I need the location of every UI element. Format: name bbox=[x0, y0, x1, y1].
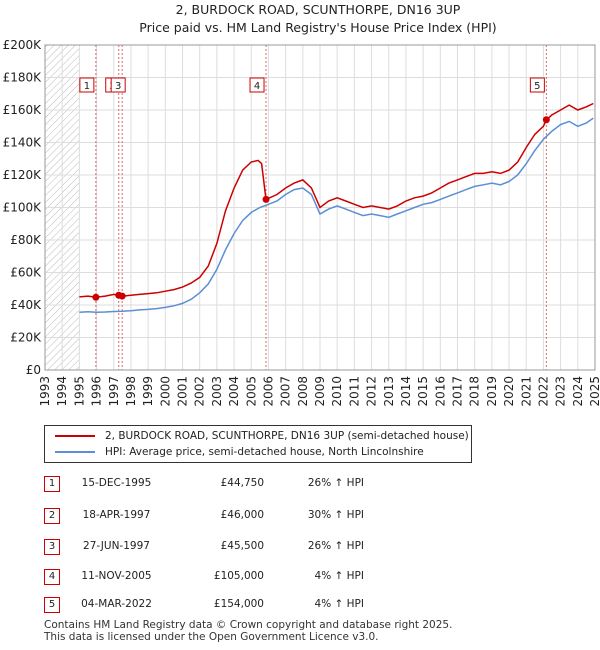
sale-hpi-diff: 4% ↑ HPI bbox=[314, 598, 364, 610]
y-tick-label: £120K bbox=[3, 168, 43, 182]
chart-subtitle: Price paid vs. HM Land Registry's House … bbox=[139, 20, 496, 35]
sale-label-number: 5 bbox=[534, 81, 540, 92]
x-tick-label: 2012 bbox=[365, 376, 379, 407]
sale-date: 18-APR-1997 bbox=[82, 509, 151, 521]
x-tick-label: 1998 bbox=[124, 376, 138, 407]
sale-point bbox=[92, 293, 100, 301]
sale-number-badge: 3 bbox=[44, 539, 60, 555]
sale-number-badge: 1 bbox=[44, 476, 60, 492]
x-tick-label: 2002 bbox=[193, 376, 207, 407]
x-tick-label: 2019 bbox=[485, 376, 499, 407]
sale-label-box bbox=[529, 77, 545, 93]
legend-line-hpi bbox=[55, 451, 95, 453]
x-tick-label: 2024 bbox=[571, 376, 585, 407]
sale-hpi-diff: 26% ↑ HPI bbox=[307, 477, 364, 489]
footer-attribution: Contains HM Land Registry data © Crown c… bbox=[44, 619, 452, 643]
sale-row: 3 27-JUN-1997 £45,500 26% ↑ HPI bbox=[44, 539, 404, 559]
sale-point bbox=[542, 116, 550, 124]
x-tick-label: 2006 bbox=[261, 376, 275, 407]
price-chart: 2, BURDOCK ROAD, SCUNTHORPE, DN16 3UP Pr… bbox=[3, 2, 600, 407]
sale-hpi-diff: 30% ↑ HPI bbox=[307, 509, 364, 521]
legend-label-property: 2, BURDOCK ROAD, SCUNTHORPE, DN16 3UP (s… bbox=[105, 430, 469, 442]
x-tick-label: 1995 bbox=[72, 376, 86, 407]
sale-row: 5 04-MAR-2022 £154,000 4% ↑ HPI bbox=[44, 597, 404, 617]
sale-label-box bbox=[249, 77, 265, 93]
sale-price: £45,500 bbox=[220, 540, 264, 552]
sale-date: 11-NOV-2005 bbox=[81, 570, 152, 582]
x-tick-label: 1997 bbox=[107, 376, 121, 407]
x-tick-label: 2011 bbox=[347, 376, 361, 407]
hpi-line bbox=[79, 117, 594, 314]
y-tick-label: £180K bbox=[3, 71, 43, 85]
sale-point bbox=[262, 195, 270, 203]
x-tick-label: 2015 bbox=[416, 376, 430, 407]
x-tick-label: 2000 bbox=[158, 376, 172, 407]
sale-label-box bbox=[110, 77, 126, 93]
sale-label-box bbox=[79, 77, 95, 93]
x-tick-label: 2018 bbox=[468, 376, 482, 407]
x-tick-label: 1999 bbox=[141, 376, 155, 407]
x-tick-label: 2007 bbox=[279, 376, 293, 407]
x-tick-label: 1994 bbox=[55, 376, 69, 407]
sale-row: 4 11-NOV-2005 £105,000 4% ↑ HPI bbox=[44, 569, 404, 589]
y-tick-label: £0 bbox=[26, 363, 41, 377]
y-tick-label: £40K bbox=[10, 298, 42, 312]
sale-row: 1 15-DEC-1995 £44,750 26% ↑ HPI bbox=[44, 476, 404, 496]
y-tick-label: £20K bbox=[10, 331, 42, 345]
sale-number-badge: 5 bbox=[44, 597, 60, 613]
x-tick-label: 2013 bbox=[382, 376, 396, 407]
sale-price: £44,750 bbox=[220, 477, 264, 489]
sale-hpi-diff: 4% ↑ HPI bbox=[314, 570, 364, 582]
sale-row: 2 18-APR-1997 £46,000 30% ↑ HPI bbox=[44, 508, 404, 528]
x-tick-label: 2009 bbox=[313, 376, 327, 407]
sale-number-badge: 4 bbox=[44, 569, 60, 585]
x-tick-label: 2005 bbox=[244, 376, 258, 407]
sale-price: £105,000 bbox=[213, 570, 264, 582]
x-tick-label: 2001 bbox=[176, 376, 190, 407]
property-price-line bbox=[79, 102, 594, 299]
x-tick-label: 2016 bbox=[433, 376, 447, 407]
x-tick-label: 1993 bbox=[38, 376, 52, 407]
sale-date: 04-MAR-2022 bbox=[81, 598, 152, 610]
sale-price: £154,000 bbox=[213, 598, 264, 610]
legend-label-hpi: HPI: Average price, semi-detached house,… bbox=[105, 446, 424, 458]
x-tick-label: 2022 bbox=[536, 376, 550, 407]
x-tick-label: 2014 bbox=[399, 376, 413, 407]
sale-date: 27-JUN-1997 bbox=[83, 540, 150, 552]
x-tick-label: 2003 bbox=[210, 376, 224, 407]
footer-licence: This data is licensed under the Open Gov… bbox=[44, 631, 379, 643]
sale-number-badge: 2 bbox=[44, 508, 60, 524]
x-tick-label: 2020 bbox=[502, 376, 516, 407]
chart-title: 2, BURDOCK ROAD, SCUNTHORPE, DN16 3UP bbox=[176, 2, 461, 17]
x-tick-label: 2004 bbox=[227, 376, 241, 407]
x-tick-label: 2025 bbox=[588, 376, 600, 407]
sale-hpi-diff: 26% ↑ HPI bbox=[307, 540, 364, 552]
legend: 2, BURDOCK ROAD, SCUNTHORPE, DN16 3UP (s… bbox=[44, 425, 472, 463]
y-tick-label: £200K bbox=[3, 38, 43, 52]
x-tick-label: 2017 bbox=[451, 376, 465, 407]
legend-line-property bbox=[55, 435, 95, 437]
footer-copyright: Contains HM Land Registry data © Crown c… bbox=[44, 619, 453, 631]
y-tick-label: £160K bbox=[3, 103, 43, 117]
x-tick-label: 2008 bbox=[296, 376, 310, 407]
sale-price: £46,000 bbox=[220, 509, 264, 521]
y-tick-label: £140K bbox=[3, 136, 43, 150]
y-tick-label: £60K bbox=[10, 266, 42, 280]
sale-date: 15-DEC-1995 bbox=[81, 477, 152, 489]
sale-label-number: 4 bbox=[254, 81, 260, 92]
y-tick-label: £80K bbox=[10, 233, 42, 247]
plot-border bbox=[44, 44, 596, 371]
x-tick-label: 1996 bbox=[90, 376, 104, 407]
x-tick-label: 2021 bbox=[519, 376, 533, 407]
y-tick-label: £100K bbox=[3, 201, 43, 215]
x-tick-label: 2023 bbox=[554, 376, 568, 407]
sale-label-number: 3 bbox=[115, 81, 121, 92]
sale-label-number: 1 bbox=[84, 81, 90, 92]
x-tick-label: 2010 bbox=[330, 376, 344, 407]
sale-point bbox=[118, 292, 126, 300]
